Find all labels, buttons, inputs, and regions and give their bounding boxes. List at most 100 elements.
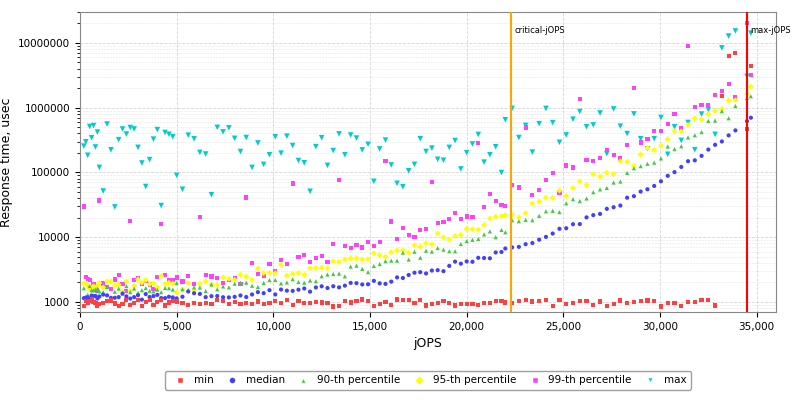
Point [128, 126, 141, 132]
Point [101, 278, 114, 285]
Point [79, 280, 92, 287]
Point [158, 272, 171, 278]
Point [495, 202, 508, 208]
Point [499, 229, 512, 236]
Point [258, 270, 270, 276]
Point [333, 259, 346, 265]
Point [379, 258, 392, 264]
Point [82, 292, 94, 298]
Point [222, 294, 235, 301]
Point [78, 143, 90, 149]
Point [87, 287, 100, 294]
Point [385, 302, 398, 308]
Point [634, 163, 647, 169]
Point [147, 286, 160, 292]
Point [506, 244, 518, 250]
Point [344, 244, 357, 251]
Point [91, 295, 104, 302]
Point [668, 146, 681, 152]
Point [675, 125, 688, 131]
Point [246, 291, 258, 298]
Point [420, 240, 433, 246]
Point [246, 164, 258, 171]
Point [182, 287, 194, 293]
Point [304, 265, 317, 271]
Point [116, 290, 129, 297]
Point [304, 277, 317, 284]
Point [263, 300, 276, 306]
Point [566, 164, 579, 171]
Point [641, 136, 654, 142]
Point [116, 301, 129, 308]
Point [702, 118, 714, 124]
Point [166, 277, 179, 283]
Point [682, 158, 694, 164]
Point [310, 298, 322, 305]
Point [292, 157, 305, 164]
Point [641, 146, 654, 152]
Point [621, 194, 634, 201]
Point [176, 286, 189, 292]
Point [443, 216, 456, 222]
Point [205, 192, 218, 198]
Point [374, 252, 386, 258]
Point [614, 178, 626, 185]
Point [641, 186, 654, 192]
Point [634, 139, 647, 146]
Point [154, 202, 168, 209]
Point [621, 142, 634, 148]
Point [729, 50, 742, 57]
Point [506, 105, 518, 112]
Point [614, 123, 626, 129]
Point [356, 281, 369, 288]
Point [668, 128, 681, 134]
Point [641, 145, 654, 151]
Point [587, 189, 600, 196]
Point [344, 280, 357, 286]
Point [292, 254, 305, 260]
Point [478, 300, 490, 306]
Point [298, 272, 310, 278]
Point [729, 28, 742, 34]
Point [426, 267, 438, 274]
Point [533, 120, 546, 127]
Point [338, 298, 351, 304]
Point [327, 241, 340, 247]
Point [408, 234, 421, 240]
Point [274, 150, 287, 156]
Point [526, 217, 539, 224]
Point [506, 212, 518, 218]
Point [162, 285, 175, 292]
Point [116, 290, 129, 297]
Point [745, 72, 758, 78]
Point [519, 217, 532, 223]
Point [151, 274, 164, 280]
Point [741, 91, 754, 97]
Point [385, 258, 398, 264]
Point [310, 144, 322, 150]
Point [139, 183, 152, 190]
Point [176, 294, 189, 300]
Point [101, 284, 114, 290]
Point [154, 297, 168, 303]
Point [574, 298, 586, 304]
Point [101, 121, 114, 127]
Point [338, 243, 351, 249]
Point [466, 237, 479, 243]
Point [228, 280, 241, 287]
Point [688, 104, 701, 110]
Point [607, 179, 620, 186]
Point [139, 299, 152, 305]
Point [82, 152, 94, 158]
Point [166, 286, 179, 293]
Point [454, 216, 467, 222]
Point [356, 244, 369, 251]
Point [217, 129, 230, 135]
Point [695, 129, 708, 135]
Point [78, 285, 90, 292]
Point [356, 266, 369, 272]
Point [729, 127, 742, 134]
Point [82, 294, 94, 300]
Point [162, 277, 175, 284]
Point [539, 234, 552, 240]
